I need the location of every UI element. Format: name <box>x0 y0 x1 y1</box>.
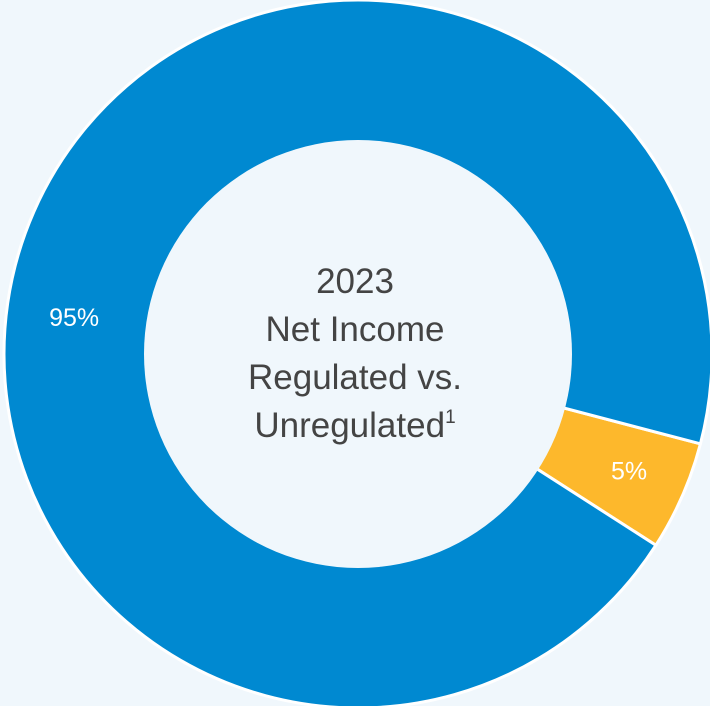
footnote-marker: 1 <box>445 407 456 428</box>
center-year: 2023 <box>316 262 394 301</box>
slice-label-95-percent: 95% <box>49 304 99 332</box>
slice-label-5-percent: 5% <box>611 458 647 486</box>
donut-center-title: 2023 Net Income Regulated vs. Unregulate… <box>205 258 505 450</box>
center-line-unregulated: Unregulated1 <box>205 402 505 450</box>
center-line-regulated: Regulated vs. <box>247 358 463 397</box>
unregulated-text: Unregulated <box>254 406 446 445</box>
donut-hole <box>144 140 572 568</box>
center-line-net-income: Net Income <box>265 310 445 349</box>
slice-labels: 5% 95% <box>49 304 647 486</box>
